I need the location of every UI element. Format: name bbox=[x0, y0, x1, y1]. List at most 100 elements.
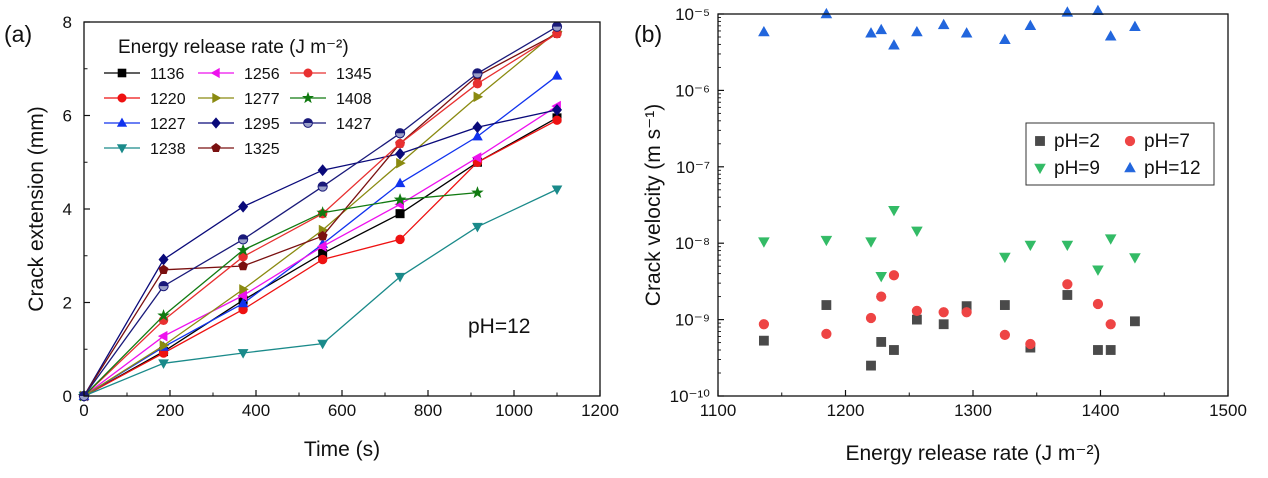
data-point-pH=12-0 bbox=[758, 25, 770, 37]
data-point-1427-4-fill bbox=[395, 128, 405, 134]
y-tick-label-b: 10⁻⁵ bbox=[675, 5, 710, 24]
x-tick-label-a: 200 bbox=[156, 401, 184, 420]
plot-a: 1136 1220 1227 1238 1256 1277 1295 1325 1345 1408… bbox=[77, 21, 601, 402]
data-point-1295-3 bbox=[317, 164, 328, 177]
x-axis-label-a: Time (s) bbox=[304, 438, 380, 461]
data-point-1256-1 bbox=[157, 330, 168, 342]
data-point-1227-6 bbox=[551, 70, 563, 80]
data-point-1427-3 bbox=[317, 181, 328, 192]
x-axis-label-b: Energy release rate (J m⁻²) bbox=[846, 442, 1101, 465]
x-tick-label-a: 400 bbox=[242, 401, 270, 420]
data-point-1238-1 bbox=[158, 359, 169, 369]
data-point-pH=12-13 bbox=[1129, 20, 1141, 32]
legend-label-1256: 1256 bbox=[244, 66, 280, 83]
data-point-1238-3 bbox=[317, 339, 328, 350]
legend-marker-1295 bbox=[211, 117, 221, 129]
legend-label-1408: 1408 bbox=[336, 91, 372, 108]
legend-marker-pH=12 bbox=[1124, 161, 1136, 173]
data-point-pH=9-5 bbox=[911, 226, 923, 238]
legend-label-pH=12: pH=12 bbox=[1144, 158, 1201, 179]
data-point-1277-2 bbox=[239, 284, 249, 295]
data-point-1220-4 bbox=[395, 234, 405, 245]
data-point-pH=9-2 bbox=[865, 237, 877, 248]
legend-item-pH=9: pH=9 bbox=[1034, 158, 1100, 179]
legend-label-1325: 1325 bbox=[244, 141, 280, 158]
data-point-1295-6 bbox=[551, 103, 563, 116]
y-tick-label-b: 10⁻⁶ bbox=[675, 81, 710, 100]
data-point-pH=12-12 bbox=[1104, 30, 1117, 41]
y-axis-label-a: Crack extension (mm) bbox=[25, 106, 48, 311]
x-tick-label-a: 1200 bbox=[581, 401, 619, 420]
plot-frame-b bbox=[717, 13, 1229, 397]
data-point-pH=7-8 bbox=[999, 329, 1011, 341]
series-1408 bbox=[77, 186, 484, 402]
data-point-1295-4 bbox=[395, 147, 406, 160]
legend-item-1345: 1345 bbox=[290, 66, 372, 83]
data-point-1408-1 bbox=[157, 309, 170, 321]
y-tick-label-b: 10⁻⁸ bbox=[675, 234, 710, 253]
data-point-1238-5 bbox=[472, 222, 483, 233]
legend-marker-1256 bbox=[210, 67, 220, 79]
legend-marker-1220 bbox=[117, 93, 127, 103]
data-point-pH=9-7 bbox=[1024, 240, 1037, 252]
data-point-1295-5 bbox=[472, 121, 483, 134]
data-point-1408-4 bbox=[393, 193, 407, 205]
y-tick-label-a: 6 bbox=[63, 107, 72, 126]
data-point-1277-4 bbox=[396, 157, 406, 169]
data-point-1427-5-fill bbox=[472, 68, 483, 74]
legend-box-b bbox=[1025, 122, 1215, 186]
legend-label-1427: 1427 bbox=[336, 116, 372, 133]
plot-b: pH=2 pH=7 pH=9 pH=12 bbox=[717, 4, 1229, 397]
legend-marker-1136 bbox=[117, 68, 127, 78]
data-point-pH=7-3 bbox=[876, 291, 887, 302]
data-point-1427-6 bbox=[551, 21, 563, 32]
legend-marker-1277 bbox=[212, 92, 222, 104]
legend-marker-1427-fill bbox=[303, 118, 313, 123]
data-point-pH=2-0 bbox=[758, 335, 769, 346]
data-point-pH=2-1 bbox=[821, 300, 832, 310]
y-tick-label-a: 8 bbox=[63, 13, 72, 32]
data-point-1325-2 bbox=[238, 260, 249, 271]
data-point-1295-2 bbox=[238, 200, 249, 213]
data-point-pH=2-6 bbox=[938, 319, 949, 330]
data-point-pH=7-9 bbox=[1025, 338, 1036, 350]
series-line-1238 bbox=[83, 188, 558, 397]
y-axis-label-b: Crack velocity (m s⁻¹) bbox=[642, 104, 665, 306]
panel-label-b: (b) bbox=[634, 21, 662, 47]
y-tick-label-a: 2 bbox=[63, 294, 72, 313]
legend-item-1136: 1136 bbox=[104, 66, 185, 83]
series-pH=12 bbox=[758, 4, 1141, 50]
legend-label-pH=2: pH=2 bbox=[1054, 131, 1100, 152]
data-point-1256-2 bbox=[237, 290, 247, 301]
data-point-pH=2-13 bbox=[1130, 316, 1140, 327]
panel-label-a: (a) bbox=[4, 21, 32, 47]
data-point-pH=12-4 bbox=[888, 39, 900, 50]
series-pH=2 bbox=[758, 290, 1140, 371]
legend-item-pH=2: pH=2 bbox=[1035, 131, 1100, 152]
series-line-1408 bbox=[83, 191, 478, 397]
x-tick-label-a: 0 bbox=[79, 401, 88, 420]
legend-marker-1227 bbox=[116, 117, 128, 127]
legend-title-a: Energy release rate (J m⁻²) bbox=[118, 37, 349, 58]
data-point-pH=9-3 bbox=[875, 271, 888, 283]
data-point-pH=9-1 bbox=[820, 235, 833, 247]
data-point-pH=9-10 bbox=[1104, 234, 1117, 245]
ph-annotation-a: pH=12 bbox=[468, 315, 530, 338]
data-point-pH=9-6 bbox=[999, 252, 1011, 264]
legend-item-1325: 1325 bbox=[198, 141, 280, 158]
x-tick-label-b: 1500 bbox=[1209, 401, 1247, 420]
data-point-pH=2-12 bbox=[1105, 345, 1116, 355]
data-point-pH=7-2 bbox=[865, 312, 877, 324]
data-point-1220-6 bbox=[552, 115, 562, 125]
legend-marker-1345 bbox=[303, 68, 313, 78]
legend-marker-pH=7 bbox=[1124, 135, 1136, 147]
data-point-pH=7-1 bbox=[821, 328, 832, 340]
x-tick-label-a: 600 bbox=[328, 401, 356, 420]
legend-item-pH=7: pH=7 bbox=[1124, 131, 1190, 152]
data-point-pH=12-10 bbox=[1061, 6, 1074, 17]
legend-item-1227: 1227 bbox=[104, 116, 186, 133]
data-point-pH=2-10 bbox=[1062, 290, 1073, 300]
data-point-1227-2 bbox=[237, 297, 249, 308]
series-1427 bbox=[78, 21, 563, 402]
